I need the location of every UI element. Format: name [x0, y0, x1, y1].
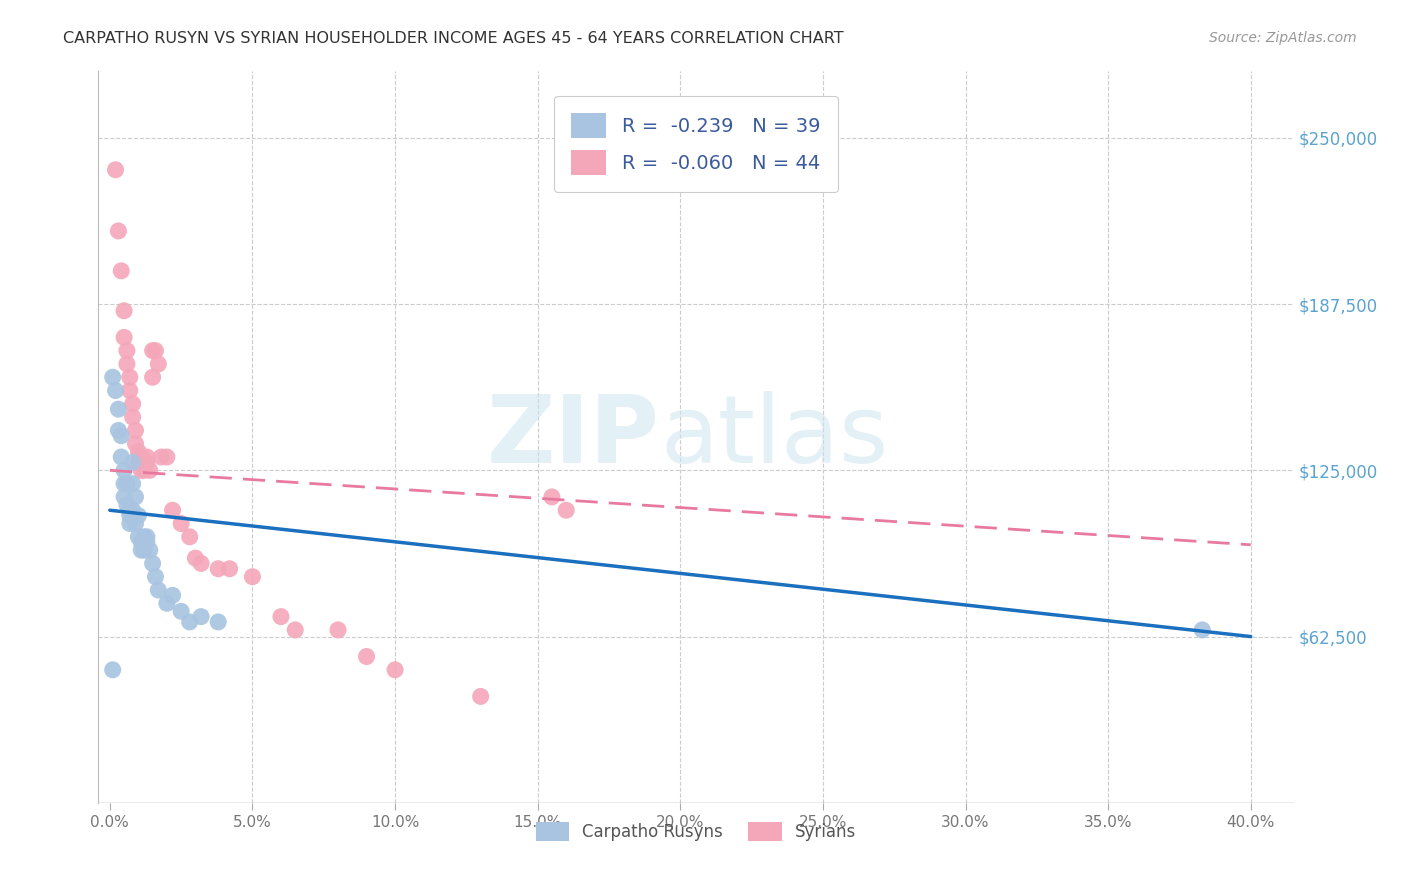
- Point: [129, 450, 152, 464]
- Point: [107, 402, 129, 417]
- Point: [124, 490, 146, 504]
- Point: [139, 543, 162, 558]
- Point: [142, 343, 165, 358]
- Point: [207, 562, 229, 576]
- Point: [127, 444, 149, 458]
- Point: [101, 663, 124, 677]
- Point: [115, 476, 138, 491]
- Point: [129, 543, 152, 558]
- Point: [118, 508, 141, 523]
- Point: [156, 596, 179, 610]
- Point: [112, 303, 135, 318]
- Point: [112, 476, 135, 491]
- Point: [115, 343, 138, 358]
- Point: [121, 410, 143, 425]
- Point: [104, 384, 127, 398]
- Point: [115, 357, 138, 371]
- Point: [384, 663, 406, 677]
- Point: [121, 455, 143, 469]
- Point: [121, 476, 143, 491]
- Point: [107, 224, 129, 238]
- Point: [145, 570, 167, 584]
- Point: [107, 424, 129, 438]
- Point: [150, 450, 173, 464]
- Point: [112, 463, 135, 477]
- Point: [101, 370, 124, 384]
- Point: [139, 463, 162, 477]
- Point: [121, 397, 143, 411]
- Point: [145, 343, 167, 358]
- Point: [242, 570, 264, 584]
- Point: [132, 543, 155, 558]
- Point: [541, 490, 564, 504]
- Point: [179, 615, 201, 629]
- Text: Source: ZipAtlas.com: Source: ZipAtlas.com: [1209, 31, 1357, 45]
- Point: [124, 424, 146, 438]
- Point: [1191, 623, 1213, 637]
- Point: [135, 535, 157, 549]
- Point: [110, 429, 132, 443]
- Point: [121, 503, 143, 517]
- Point: [184, 551, 207, 566]
- Point: [284, 623, 307, 637]
- Text: CARPATHO RUSYN VS SYRIAN HOUSEHOLDER INCOME AGES 45 - 64 YEARS CORRELATION CHART: CARPATHO RUSYN VS SYRIAN HOUSEHOLDER INC…: [63, 31, 844, 46]
- Point: [135, 450, 157, 464]
- Point: [129, 463, 152, 477]
- Point: [470, 690, 492, 704]
- Point: [118, 370, 141, 384]
- Point: [129, 535, 152, 549]
- Point: [170, 604, 193, 618]
- Legend: Carpatho Rusyns, Syrians: Carpatho Rusyns, Syrians: [527, 814, 865, 849]
- Point: [190, 609, 212, 624]
- Point: [124, 516, 146, 531]
- Point: [132, 463, 155, 477]
- Point: [218, 562, 240, 576]
- Point: [142, 370, 165, 384]
- Point: [270, 609, 292, 624]
- Point: [326, 623, 349, 637]
- Point: [162, 588, 184, 602]
- Point: [162, 503, 184, 517]
- Point: [132, 455, 155, 469]
- Point: [127, 508, 149, 523]
- Point: [104, 162, 127, 177]
- Point: [135, 530, 157, 544]
- Point: [148, 357, 170, 371]
- Point: [356, 649, 378, 664]
- Point: [207, 615, 229, 629]
- Point: [118, 503, 141, 517]
- Point: [148, 582, 170, 597]
- Point: [112, 330, 135, 344]
- Point: [112, 490, 135, 504]
- Text: atlas: atlas: [661, 391, 889, 483]
- Point: [179, 530, 201, 544]
- Point: [555, 503, 578, 517]
- Point: [190, 557, 212, 571]
- Point: [156, 450, 179, 464]
- Point: [124, 436, 146, 450]
- Point: [118, 384, 141, 398]
- Point: [135, 455, 157, 469]
- Point: [118, 516, 141, 531]
- Point: [110, 450, 132, 464]
- Point: [170, 516, 193, 531]
- Point: [127, 530, 149, 544]
- Point: [127, 455, 149, 469]
- Point: [110, 264, 132, 278]
- Point: [142, 557, 165, 571]
- Text: ZIP: ZIP: [488, 391, 661, 483]
- Point: [115, 498, 138, 512]
- Point: [132, 530, 155, 544]
